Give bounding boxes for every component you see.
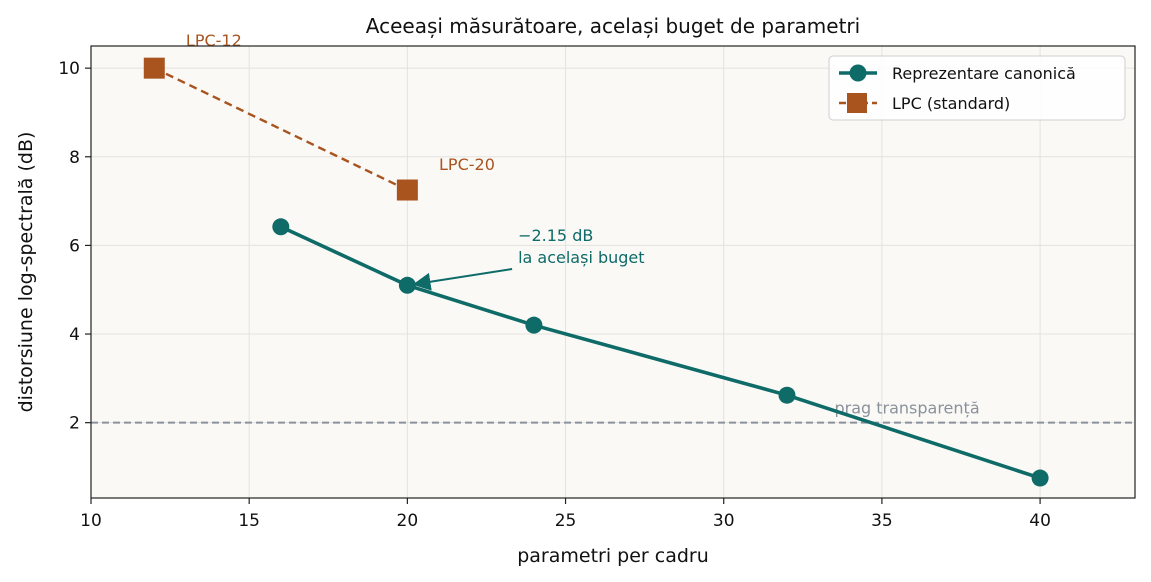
x-axis-label: parametri per cadru (517, 545, 709, 567)
x-tick-label: 10 (80, 511, 102, 531)
annotations: LPC-12 LPC-20 −2.15 dB la același buget (186, 31, 645, 291)
legend-marker (847, 93, 867, 113)
series-marker-2 (143, 57, 165, 79)
series-marker-2 (396, 179, 418, 201)
annotation-arrow (412, 267, 513, 291)
annotation-text: −2.15 dB (518, 226, 593, 245)
x-tick-label: 35 (871, 511, 893, 531)
x-tick-label: 25 (555, 511, 577, 531)
y-axis: 2 4 6 8 10 (58, 59, 91, 434)
y-tick-label: 2 (69, 414, 80, 434)
annotation-text: la același buget (518, 248, 644, 267)
series-line-2 (153, 67, 408, 192)
series-marker-1 (778, 386, 796, 404)
annotation-label: LPC-12 (186, 31, 242, 50)
plot-frame (90, 45, 1136, 499)
y-tick-label: 6 (69, 236, 80, 256)
legend-box (828, 55, 1126, 121)
x-tick-label: 40 (1029, 511, 1051, 531)
series-marker-1 (272, 218, 290, 236)
legend-entry: Reprezentare canonică (892, 64, 1076, 83)
x-tick-label: 30 (713, 511, 735, 531)
grid (90, 46, 1135, 498)
chart-title: Aceeași măsurătoare, același buget de pa… (366, 14, 860, 38)
series-marker-1 (1031, 469, 1049, 487)
y-tick-label: 4 (69, 325, 80, 345)
series-marker-1 (525, 316, 543, 334)
x-tick-label: 15 (238, 511, 260, 531)
legend: Reprezentare canonică LPC (standard) (828, 55, 1126, 121)
annotation-label: LPC-20 (439, 155, 495, 174)
x-axis: 10 15 20 25 30 35 40 (80, 498, 1051, 531)
y-tick-label: 8 (69, 148, 80, 168)
legend-marker (849, 64, 867, 82)
legend-entry: LPC (standard) (892, 94, 1010, 113)
y-tick-label: 10 (58, 59, 80, 79)
reference-line-label: prag transparență (834, 399, 979, 418)
series-layer (143, 57, 1049, 487)
reference-lines: prag transparență (91, 399, 1135, 424)
y-axis-label: distorsiune log-spectrală (dB) (15, 132, 37, 413)
x-tick-label: 20 (397, 511, 419, 531)
series-marker-1 (398, 276, 416, 294)
